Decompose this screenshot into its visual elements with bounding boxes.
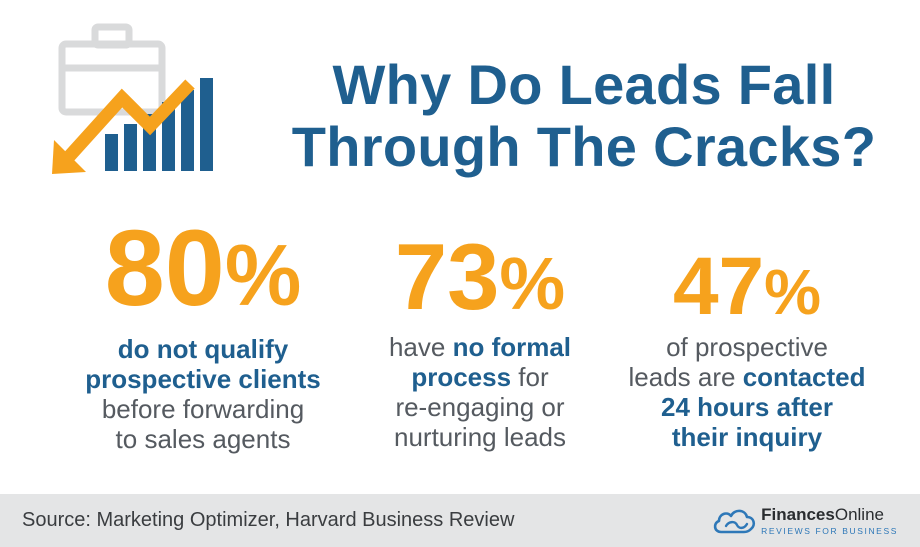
briefcase-declining-chart-icon — [40, 22, 230, 182]
stat-desc-line: process for — [360, 362, 600, 392]
stat-percentage: 47% — [612, 246, 882, 328]
stat-desc-line: leads are contacted — [612, 362, 882, 392]
brand-name: FinancesOnline — [761, 506, 898, 523]
brand-text: FinancesOnline REVIEWS FOR BUSINESS — [761, 506, 898, 536]
stat-desc-text: have — [388, 332, 453, 362]
title-line-1: Why Do Leads Fall — [332, 53, 836, 116]
stat-number: 47 — [672, 241, 765, 332]
stat-desc-text: leads are — [628, 362, 743, 392]
brand-tagline: REVIEWS FOR BUSINESS — [761, 526, 898, 537]
page-title: Why Do Leads Fall Through The Cracks? — [248, 54, 920, 177]
stat-desc-line: 24 hours after — [661, 392, 833, 422]
stat-desc-highlight: process — [411, 362, 512, 392]
stat-desc-text: for — [511, 362, 549, 392]
footer-bar: Source: Marketing Optimizer, Harvard Bus… — [0, 494, 920, 547]
percent-sign: % — [499, 242, 566, 325]
stat-desc-line: prospective clients — [85, 364, 321, 394]
source-citation: Source: Marketing Optimizer, Harvard Bus… — [22, 509, 515, 531]
stat-percentage: 80% — [68, 214, 338, 322]
stat-number: 80 — [104, 207, 225, 328]
stat-desc-line: nurturing leads — [394, 422, 566, 452]
stat-block-47: 47% of prospective leads are contacted 2… — [612, 246, 882, 453]
stat-desc-line: re-engaging or — [395, 392, 565, 422]
brand-name-bold: Finances — [761, 505, 835, 525]
stat-desc-highlight: contacted — [742, 362, 866, 392]
stat-desc-line: have no formal — [360, 332, 600, 362]
stat-percentage: 73% — [360, 230, 600, 324]
stat-number: 73 — [394, 224, 500, 329]
stat-desc-line: do not qualify — [117, 334, 289, 364]
stat-description: have no formal process for re-engaging o… — [360, 332, 600, 452]
stat-description: do not qualify prospective clients befor… — [68, 334, 338, 454]
stat-desc-line: to sales agents — [115, 424, 291, 454]
stat-desc-line: their inquiry — [671, 422, 823, 452]
stat-desc-line: before forwarding — [101, 394, 305, 424]
stat-desc-highlight: no formal — [452, 332, 572, 362]
percent-sign: % — [764, 256, 822, 328]
stat-block-80: 80% do not qualify prospective clients b… — [68, 214, 338, 455]
stat-description: of prospective leads are contacted 24 ho… — [612, 332, 882, 452]
title-line-2: Through The Cracks? — [291, 114, 877, 178]
stat-block-73: 73% have no formal process for re-engagi… — [360, 230, 600, 453]
percent-sign: % — [224, 228, 302, 324]
stat-desc-line: of prospective — [666, 332, 828, 362]
brand-logo[interactable]: FinancesOnline REVIEWS FOR BUSINESS — [711, 502, 898, 540]
brand-name-regular: Online — [834, 505, 884, 525]
cloud-logo-icon — [711, 506, 757, 536]
